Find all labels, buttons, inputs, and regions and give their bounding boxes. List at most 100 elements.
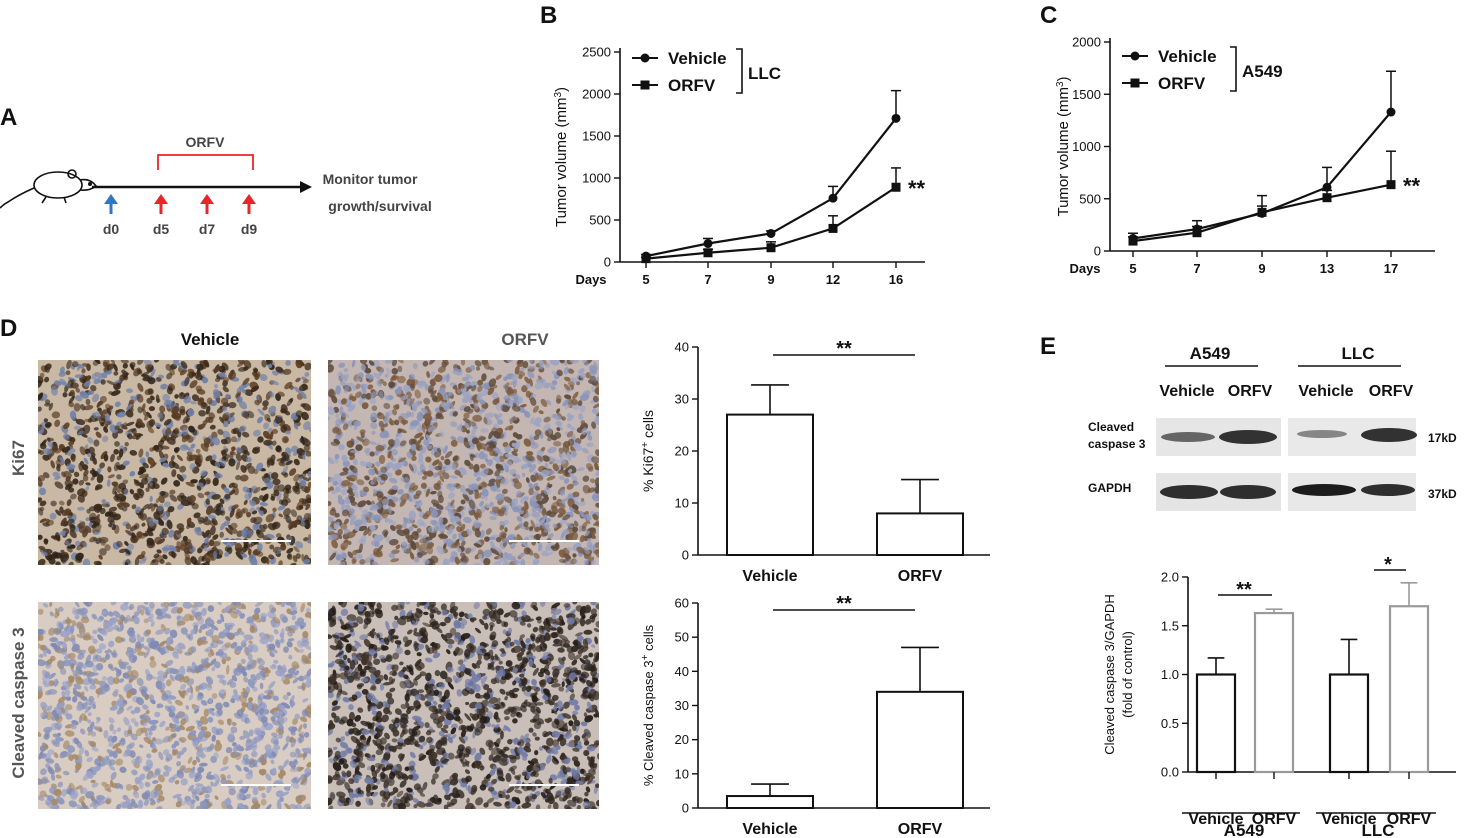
column-label-vehicle: Vehicle (180, 330, 240, 349)
x-axis-label: Days (575, 272, 606, 287)
legend-group-label: LLC (748, 64, 781, 83)
y-axis-label: Cleaved caspase 3/GAPDH (1102, 594, 1117, 754)
data-point-vehicle (891, 113, 901, 123)
panel-letter-b: B (540, 2, 558, 29)
series-line-vehicle (1132, 111, 1392, 240)
x-tick-label: 5 (1129, 261, 1136, 276)
y-tick-label: 10 (675, 496, 689, 511)
y-tick-label: 2.0 (1161, 570, 1179, 585)
blot-lane-2: ORFV (1228, 383, 1273, 400)
bar-vehicle (1328, 673, 1370, 774)
legend-marker (640, 80, 650, 90)
bar-vehicle (726, 795, 814, 810)
y-tick-label: 0 (604, 255, 611, 270)
y-tick-label: 1500 (1072, 87, 1101, 102)
bar-orfv (1253, 611, 1295, 774)
data-point-orfv (1386, 180, 1396, 190)
x-axis-label: Days (1069, 261, 1100, 276)
micrograph-caspase-orfv (328, 602, 599, 809)
x-tick-label: 12 (826, 272, 840, 287)
y-tick-label: 40 (675, 340, 689, 355)
data-point-orfv (766, 243, 776, 253)
panel-a-schematic: ORFV d0 d5 d7 d9 Monitor tumor growth/su… (0, 134, 432, 237)
x-tick-label: Vehicle (1188, 811, 1243, 828)
x-tick-label: 7 (1193, 261, 1200, 276)
bar-orfv (876, 512, 964, 556)
x-tick-label: ORFV (898, 568, 943, 585)
y-tick-label: 1.5 (1161, 618, 1179, 633)
timeline-arrowhead (300, 181, 312, 193)
data-point-orfv (1128, 236, 1138, 246)
treatment-bracket (157, 154, 254, 170)
legend-label-orfv: ORFV (1158, 74, 1206, 93)
data-point-vehicle (766, 228, 776, 238)
significance-marker: ** (1403, 174, 1421, 199)
mouse-icon (0, 169, 98, 209)
x-tick-label: 16 (889, 272, 903, 287)
significance-marker-llc: * (1384, 554, 1392, 576)
arrow-d0 (104, 194, 118, 214)
data-point-orfv (1192, 228, 1202, 238)
panel-d-caspase-bar-chart: 0 10 20 30 40 50 60 Vehicle ORFV % Cleaved caspas… (640, 593, 990, 838)
data-point-orfv (891, 182, 901, 192)
panel-e-western-blot: A549 LLC Vehicle ORFV Vehicle ORFV Cleav… (1088, 344, 1457, 511)
blot-group-llc: LLC (1341, 344, 1374, 363)
y-axis-label: Tumor volume (mm3) (553, 87, 571, 227)
day-label-d9: d9 (241, 221, 258, 237)
band-label-caspase-1: Cleaved (1088, 420, 1134, 434)
treatment-label: ORFV (186, 134, 226, 150)
band-caspase-llc-orfv (1361, 428, 1417, 442)
panel-c-tumor-volume-chart: 0 500 1000 1500 2000 5 7 9 13 17 Days Tumor volume … (1055, 35, 1435, 276)
y-tick-label: 0.5 (1161, 716, 1179, 731)
x-tick-label: ORFV (1387, 811, 1432, 828)
panel-letter-d: D (0, 315, 18, 342)
legend-marker (640, 53, 650, 63)
band-gapdh-llc-vehicle (1292, 484, 1356, 496)
y-tick-label: 40 (675, 664, 689, 679)
y-tick-label: 1.0 (1161, 667, 1179, 682)
significance-marker: ** (836, 338, 852, 360)
y-tick-label: 2000 (1072, 35, 1101, 50)
x-tick-label: 9 (1258, 261, 1265, 276)
tissue-nuclei (38, 360, 311, 565)
panel-e-caspase-gapdh-bar-chart: 0.0 0.5 1.0 1.5 2.0 Vehicle ORFV Vehicle ORFV Cle… (1102, 554, 1456, 838)
blot-group-a549: A549 (1190, 344, 1231, 363)
y-tick-label: 1000 (582, 171, 611, 186)
data-point-vehicle (828, 193, 838, 203)
legend-bracket (736, 48, 743, 94)
y-tick-label: 500 (589, 213, 611, 228)
y-tick-label: 2500 (582, 45, 611, 60)
y-tick-label: 10 (675, 766, 689, 781)
y-axis-label-line2: (fold of control) (1120, 631, 1135, 718)
mw-caspase: 17kD (1428, 431, 1457, 445)
bar-vehicle (726, 413, 814, 556)
row-label-ki67: Ki67 (9, 440, 28, 476)
y-tick-label: 20 (675, 732, 689, 747)
legend-group-label: A549 (1242, 62, 1283, 81)
column-label-orfv: ORFV (501, 330, 549, 349)
x-tick-label: 5 (642, 272, 649, 287)
x-tick-label: ORFV (1252, 811, 1297, 828)
row-label-ki67-wrap: Ki67 (6, 420, 32, 500)
row-label-caspase: Cleaved caspase 3 (9, 627, 28, 779)
micrograph-ki67-vehicle (38, 360, 311, 565)
panel-b-tumor-volume-chart: 0 500 1000 1500 2000 2500 5 7 9 12 16 Days Tumor vol… (553, 45, 926, 288)
band-caspase-llc-vehicle (1297, 430, 1347, 438)
data-point-orfv (703, 248, 713, 258)
band-gapdh-llc-orfv (1361, 484, 1415, 496)
data-point-orfv (641, 254, 651, 264)
outcome-label-1: Monitor tumor (323, 171, 418, 187)
arrow-d9 (242, 194, 256, 214)
blot-lane-3: Vehicle (1298, 383, 1353, 400)
x-tick-label: 9 (767, 272, 774, 287)
blot-lane-4: ORFV (1369, 383, 1414, 400)
data-point-vehicle (1322, 182, 1332, 192)
y-axis-label: Tumor volume (mm3) (1055, 76, 1073, 216)
micrograph-caspase-vehicle (38, 602, 311, 809)
y-tick-label: 30 (675, 392, 689, 407)
legend-bracket (1230, 46, 1237, 92)
micrograph-ki67-orfv (328, 360, 599, 565)
bar-orfv (876, 690, 964, 809)
outcome-label-2: growth/survival (328, 198, 431, 214)
group-label-a549: A549 (1224, 821, 1265, 838)
